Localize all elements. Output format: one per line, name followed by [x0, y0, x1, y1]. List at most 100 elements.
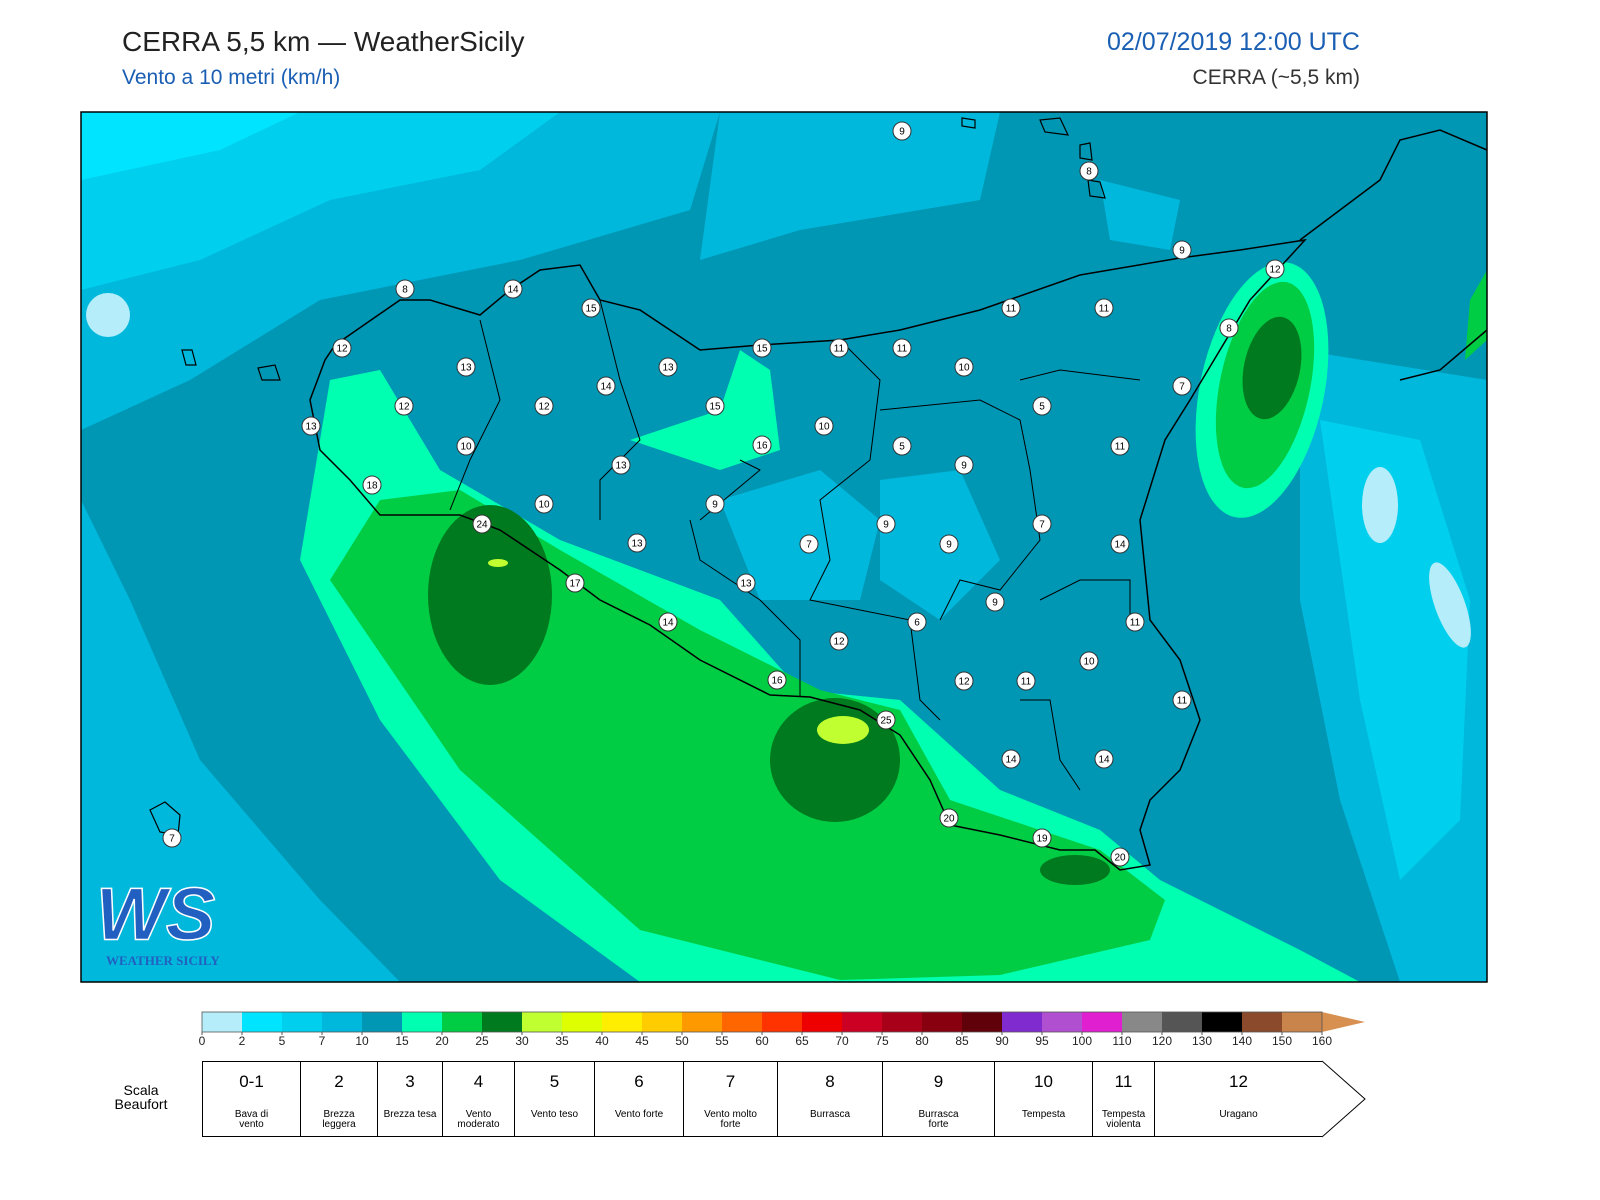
station-marker [939, 534, 959, 554]
station-value: 8 [1086, 167, 1092, 178]
colorbar-tick-label: 80 [915, 1034, 929, 1048]
station-value: 8 [1226, 324, 1232, 335]
station-marker [394, 396, 414, 416]
colorbar-segment [1282, 1012, 1322, 1032]
station-value: 11 [1021, 677, 1032, 688]
colorbar-segment [1002, 1012, 1042, 1032]
colorbar-tick-label: 95 [1035, 1034, 1049, 1048]
station-value: 18 [366, 481, 378, 492]
colorbar-segment [1082, 1012, 1122, 1032]
colorbar-segment [1122, 1012, 1162, 1032]
station-marker [907, 612, 927, 632]
station-value: 14 [600, 382, 612, 393]
station-marker [1172, 376, 1192, 396]
colorbar-segment [562, 1012, 602, 1032]
station-value: 13 [615, 461, 627, 472]
station-value: 10 [1083, 657, 1095, 668]
beaufort-class: 11 Tempesta violenta [1092, 1061, 1154, 1137]
station-value: 9 [883, 520, 889, 531]
beaufort-name: Vento moderato [457, 1109, 500, 1130]
logo-text: WEATHER SICILY [106, 953, 220, 968]
station-value: 8 [402, 285, 408, 296]
station-value: 13 [631, 539, 643, 550]
beaufort-class: 2 Brezza leggera [300, 1061, 377, 1137]
station-value: 15 [756, 344, 768, 355]
station-value: 14 [507, 285, 519, 296]
beaufort-class: 7 Vento molto forte [683, 1061, 777, 1137]
station-marker [954, 671, 974, 691]
station-marker [767, 670, 787, 690]
colorbar-tick-label: 7 [319, 1034, 326, 1048]
station-value: 11 [1099, 304, 1110, 315]
colorbar-arrow [1322, 1012, 1365, 1032]
station-value: 20 [1114, 853, 1126, 864]
beaufort-class: 4 Vento moderato [442, 1061, 514, 1137]
colorbar-tick-label: 90 [995, 1034, 1009, 1048]
station-marker [892, 436, 912, 456]
station-value: 16 [756, 441, 768, 452]
beaufort-force: 5 [549, 1072, 560, 1091]
station-marker [1219, 318, 1239, 338]
colorbar-segment [282, 1012, 322, 1032]
station-marker [658, 357, 678, 377]
beaufort-name: Uragano [1219, 1109, 1258, 1120]
station-value: 12 [398, 402, 410, 413]
station-marker [876, 514, 896, 534]
beaufort-class: 6 Vento forte [594, 1061, 683, 1137]
station-value: 12 [833, 637, 845, 648]
colorbar-tick-label: 20 [435, 1034, 449, 1048]
station-marker [1001, 298, 1021, 318]
colorbar-tick-label: 2 [239, 1034, 246, 1048]
colorbar-tick-label: 100 [1072, 1034, 1092, 1048]
station-value: 10 [460, 442, 472, 453]
station-value: 9 [946, 540, 952, 551]
station-value: 15 [709, 402, 721, 413]
station-value: 11 [1177, 696, 1188, 707]
station-marker [301, 416, 321, 436]
valid-date: 02/07/2019 12:00 UTC [1107, 28, 1360, 56]
station-marker [814, 416, 834, 436]
beaufort-force: 11 [1114, 1072, 1133, 1091]
colorbar-tick-label: 150 [1272, 1034, 1292, 1048]
station-value: 10 [958, 363, 970, 374]
colorbar-segment [922, 1012, 962, 1032]
colorbar-tick-label: 75 [875, 1034, 889, 1048]
station-marker [534, 494, 554, 514]
station-value: 13 [740, 579, 752, 590]
station-value: 16 [771, 676, 783, 687]
colorbar-tick-label: 55 [715, 1034, 729, 1048]
station-marker [395, 279, 415, 299]
colorbar-tick-label: 45 [635, 1034, 649, 1048]
colorbar-segment [522, 1012, 562, 1032]
station-value: 9 [1179, 246, 1185, 257]
station-value: 12 [1269, 265, 1281, 276]
model-label: CERRA (~5,5 km) [1192, 66, 1360, 89]
colorbar-segment [202, 1012, 242, 1032]
station-value: 14 [1098, 755, 1110, 766]
station-value: 14 [1005, 755, 1017, 766]
station-value: 14 [662, 618, 674, 629]
beaufort-name: Vento forte [614, 1109, 664, 1120]
station-value: 9 [992, 598, 998, 609]
colorbar-segment [722, 1012, 762, 1032]
colorbar-segment [402, 1012, 442, 1032]
colorbar-tick-label: 5 [279, 1034, 286, 1048]
beaufort-label: Scala Beaufort [114, 1082, 168, 1112]
colorbar-tick-label: 40 [595, 1034, 609, 1048]
station-value: 14 [1114, 540, 1126, 551]
station-marker [1079, 651, 1099, 671]
station-value: 11 [1006, 304, 1017, 315]
station-marker [581, 298, 601, 318]
colorbar-segment [362, 1012, 402, 1032]
station-marker [627, 533, 647, 553]
station-marker [1001, 749, 1021, 769]
colorbar-tick-label: 120 [1152, 1034, 1172, 1048]
station-marker [162, 828, 182, 848]
stations: 9 8 9 12 8 14 15 11 11 8 12 15 11 11 13 13 10 14 7 12 12 15 5 1… [162, 121, 1285, 867]
station-value: 13 [460, 363, 472, 374]
beaufort-arrow [1322, 1060, 1366, 1138]
colorbar-tick-label: 60 [755, 1034, 769, 1048]
station-marker [829, 631, 849, 651]
beaufort-force: 2 [334, 1072, 344, 1091]
